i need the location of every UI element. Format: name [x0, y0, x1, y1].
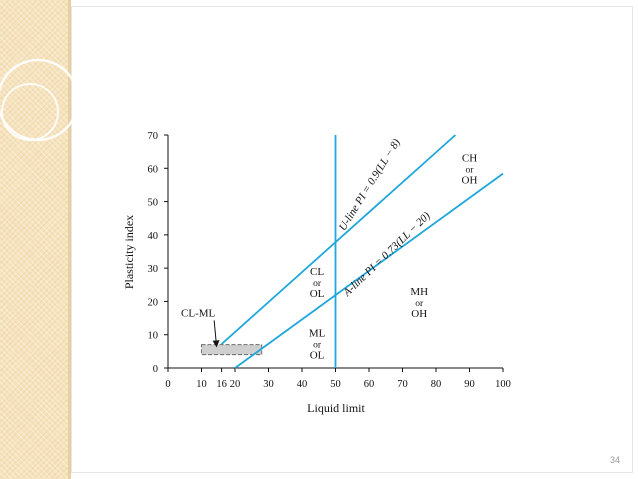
- zone-label-line: or: [313, 340, 322, 350]
- x-axis-label: Liquid limit: [307, 401, 365, 415]
- x-tick-label: 10: [196, 379, 207, 390]
- y-tick-label: 40: [148, 231, 159, 242]
- y-tick-label: 20: [148, 297, 159, 308]
- y-tick-label: 10: [148, 331, 159, 342]
- x-tick-label: 40: [297, 379, 308, 390]
- y-tick-label: 0: [153, 364, 158, 375]
- x-tick-label: 0: [165, 379, 170, 390]
- zone-label-line: or: [415, 299, 424, 309]
- u-line-label: U-line PI = 0.9(LL − 8): [337, 137, 403, 233]
- y-tick-label: 60: [148, 164, 159, 175]
- x-tick-label: 20: [230, 379, 241, 390]
- x-tick-label: 100: [495, 379, 511, 390]
- x-tick-label: 16: [216, 379, 227, 390]
- cl-ml-shaded-zone: [201, 344, 263, 356]
- page-number: 34: [609, 455, 620, 465]
- zone-label-line: OL: [310, 288, 325, 300]
- zone-label-line: OH: [462, 175, 478, 187]
- y-tick-label: 50: [148, 198, 159, 209]
- x-tick-label: 80: [431, 379, 442, 390]
- x-tick-label: 50: [330, 379, 341, 390]
- y-axis-label: Plasticity index: [122, 215, 136, 289]
- zone-label-line: MH: [410, 286, 428, 298]
- x-tick-label: 90: [464, 379, 475, 390]
- u-line: [221, 134, 457, 345]
- zone-label-line: OL: [310, 349, 325, 361]
- zone-label-line: OH: [411, 308, 427, 320]
- x-tick-label: 60: [364, 379, 375, 390]
- x-tick-label: 30: [263, 379, 274, 390]
- content-frame: [71, 6, 633, 473]
- cl-ml-arrow: [212, 320, 220, 348]
- ring-large: [0, 58, 80, 142]
- y-tick-label: 70: [148, 131, 159, 142]
- a-line: [234, 172, 504, 369]
- zone-label-line: CH: [462, 153, 477, 165]
- zone-label-line: CL: [310, 266, 324, 278]
- zone-label-line: or: [466, 166, 475, 176]
- x-tick-label: 70: [397, 379, 408, 390]
- y-tick-label: 30: [148, 264, 159, 275]
- side-band: [0, 0, 68, 479]
- zone-label-line: or: [313, 279, 322, 289]
- cl-ml-label: CL-ML: [181, 307, 216, 319]
- chart-labels: U-line PI = 0.9(LL − 8)A-line PI = 0.73(…: [181, 137, 477, 362]
- chart-marks: [201, 134, 504, 369]
- zone-label-line: ML: [309, 327, 326, 339]
- side-band-edge: [68, 0, 71, 479]
- ring-small: [1, 83, 59, 141]
